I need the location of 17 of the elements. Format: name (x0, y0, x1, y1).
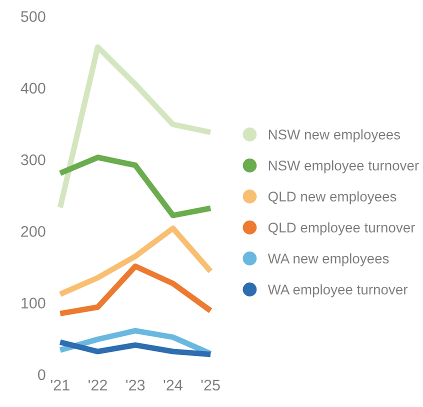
y-tick-label: 400 (20, 82, 46, 94)
legend-label: QLD new employees (268, 191, 396, 204)
y-tick-label: 200 (21, 226, 46, 237)
x-tick-label: '23 (126, 380, 145, 391)
x-tick-label: '21 (50, 380, 70, 390)
y-tick-label: 500 (21, 11, 46, 22)
x-tick-label: '22 (88, 380, 107, 390)
legend-label: QLD employee turnover (268, 222, 416, 236)
legend-label: NSW employee turnover (268, 160, 419, 174)
legend-label: WA employee turnover (268, 284, 408, 298)
y-tick-label: 300 (20, 154, 46, 166)
x-tick-label: '24 (164, 380, 182, 390)
legend-label: NSW new employees (268, 129, 400, 142)
x-tick-label: '25 (201, 380, 220, 391)
y-tick-label: 100 (22, 298, 46, 308)
legend-label: WA new employees (268, 253, 389, 266)
y-tick-label: 0 (38, 369, 46, 380)
